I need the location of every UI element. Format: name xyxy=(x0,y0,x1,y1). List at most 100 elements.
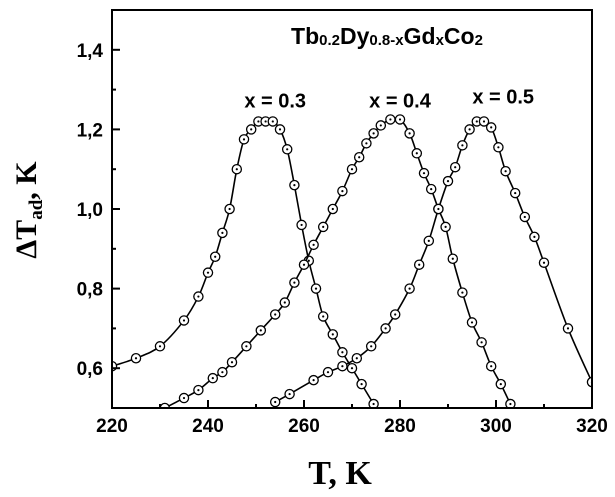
data-point-center xyxy=(221,371,224,374)
data-point-center xyxy=(257,120,260,123)
data-point-center xyxy=(158,345,162,348)
data-point-marker xyxy=(586,376,592,388)
data-point-center xyxy=(228,207,231,211)
data-point-center xyxy=(514,191,517,195)
data-point-center xyxy=(341,189,344,193)
x-tick-label: 280 xyxy=(384,416,416,437)
subscript-text: 0.8-x xyxy=(369,32,404,49)
data-point-center xyxy=(322,315,325,318)
chart-title: Tb0.2Dy0.8-xGdxCo2 xyxy=(291,23,483,49)
text-segment: Tb xyxy=(291,23,319,49)
subscript-text: 2 xyxy=(475,32,483,49)
data-point-center xyxy=(482,120,486,123)
x-tick-label: 320 xyxy=(576,416,608,437)
data-point-center xyxy=(370,345,373,348)
series-layer xyxy=(112,114,592,408)
data-point-center xyxy=(384,327,387,330)
y-tick-label: 0,6 xyxy=(77,359,103,380)
data-point-center xyxy=(408,132,411,135)
x-tick-label: 220 xyxy=(96,416,128,437)
data-point-center xyxy=(326,371,330,374)
ticks-layer: 220 240 260 280 300 320 0,6 0,8 1,0 1,2 1,4 xyxy=(77,41,608,437)
data-point-center xyxy=(358,156,361,159)
data-point-center xyxy=(504,170,507,173)
data-point-center xyxy=(490,126,493,129)
data-point-center xyxy=(490,365,493,368)
x-tick-label: 240 xyxy=(192,416,224,437)
series-group xyxy=(112,116,379,408)
data-point-center xyxy=(418,263,421,266)
data-point-center xyxy=(566,327,570,330)
data-point-center xyxy=(523,215,526,219)
data-point-center xyxy=(302,263,306,266)
subscript-text: x xyxy=(436,32,445,49)
data-point-center xyxy=(235,168,238,171)
data-point-center xyxy=(211,377,214,380)
x-tick-label: 300 xyxy=(480,416,512,437)
data-point-center xyxy=(451,257,454,260)
y-tick-label: 0,8 xyxy=(77,280,103,301)
data-point-center xyxy=(206,271,210,274)
data-point-center xyxy=(437,207,440,211)
series-label: x = 0.3 xyxy=(244,91,306,113)
data-point-center xyxy=(259,329,262,332)
data-point-center xyxy=(214,255,217,258)
data-point-center xyxy=(461,291,464,294)
data-point-center xyxy=(274,400,277,404)
data-point-center xyxy=(446,180,450,183)
data-point-center xyxy=(389,118,392,121)
data-point-center xyxy=(182,396,186,400)
data-point-center xyxy=(288,392,291,396)
data-point-center xyxy=(365,142,368,145)
data-point-center xyxy=(182,319,186,322)
data-point-center xyxy=(422,172,426,175)
data-point-center xyxy=(444,225,447,229)
data-point-center xyxy=(278,128,282,131)
data-point-center xyxy=(293,281,296,284)
text-segment: Co xyxy=(444,23,475,49)
x-tick-label: 260 xyxy=(288,416,320,437)
data-point-center xyxy=(499,383,502,386)
labels-layer: x = 0.3 x = 0.4 x = 0.5 xyxy=(244,87,534,113)
text-segment: Gd xyxy=(404,23,436,49)
data-point-center xyxy=(372,402,375,406)
data-point-center xyxy=(350,367,354,370)
data-point-center xyxy=(264,120,267,123)
data-point-center xyxy=(394,313,397,316)
data-point-center xyxy=(480,341,483,344)
data-point-center xyxy=(461,144,464,147)
data-point-center xyxy=(427,239,430,242)
data-point-center xyxy=(379,124,382,127)
data-point-center xyxy=(312,379,315,382)
data-point-center xyxy=(497,146,500,149)
data-point-center xyxy=(242,138,246,141)
data-point-center xyxy=(230,361,234,364)
data-point-center xyxy=(509,402,512,406)
data-point-center xyxy=(307,259,310,262)
data-point-center xyxy=(293,184,296,187)
data-point-center xyxy=(430,188,433,191)
data-point-center xyxy=(331,333,334,336)
data-point-center xyxy=(360,383,363,386)
data-point-center xyxy=(372,132,375,135)
y-tick-label: 1,0 xyxy=(77,200,103,221)
series-label: x = 0.5 xyxy=(472,87,534,109)
data-point-center xyxy=(134,357,138,360)
data-point-center xyxy=(286,148,289,151)
data-point-center xyxy=(470,321,474,324)
data-point-center xyxy=(408,287,411,290)
data-point-center xyxy=(341,365,344,368)
data-point-center xyxy=(533,235,536,238)
y-tick-label: 1,4 xyxy=(77,41,104,62)
data-point-center xyxy=(271,120,274,123)
data-point-center xyxy=(475,120,478,123)
plot-frame xyxy=(111,9,593,409)
series-line xyxy=(274,119,592,403)
data-point-center xyxy=(398,118,402,121)
data-point-center xyxy=(350,168,354,171)
data-point-center xyxy=(197,295,200,298)
data-point-center xyxy=(322,225,325,229)
data-point-center xyxy=(355,357,358,360)
series-label: x = 0.4 xyxy=(369,91,432,113)
